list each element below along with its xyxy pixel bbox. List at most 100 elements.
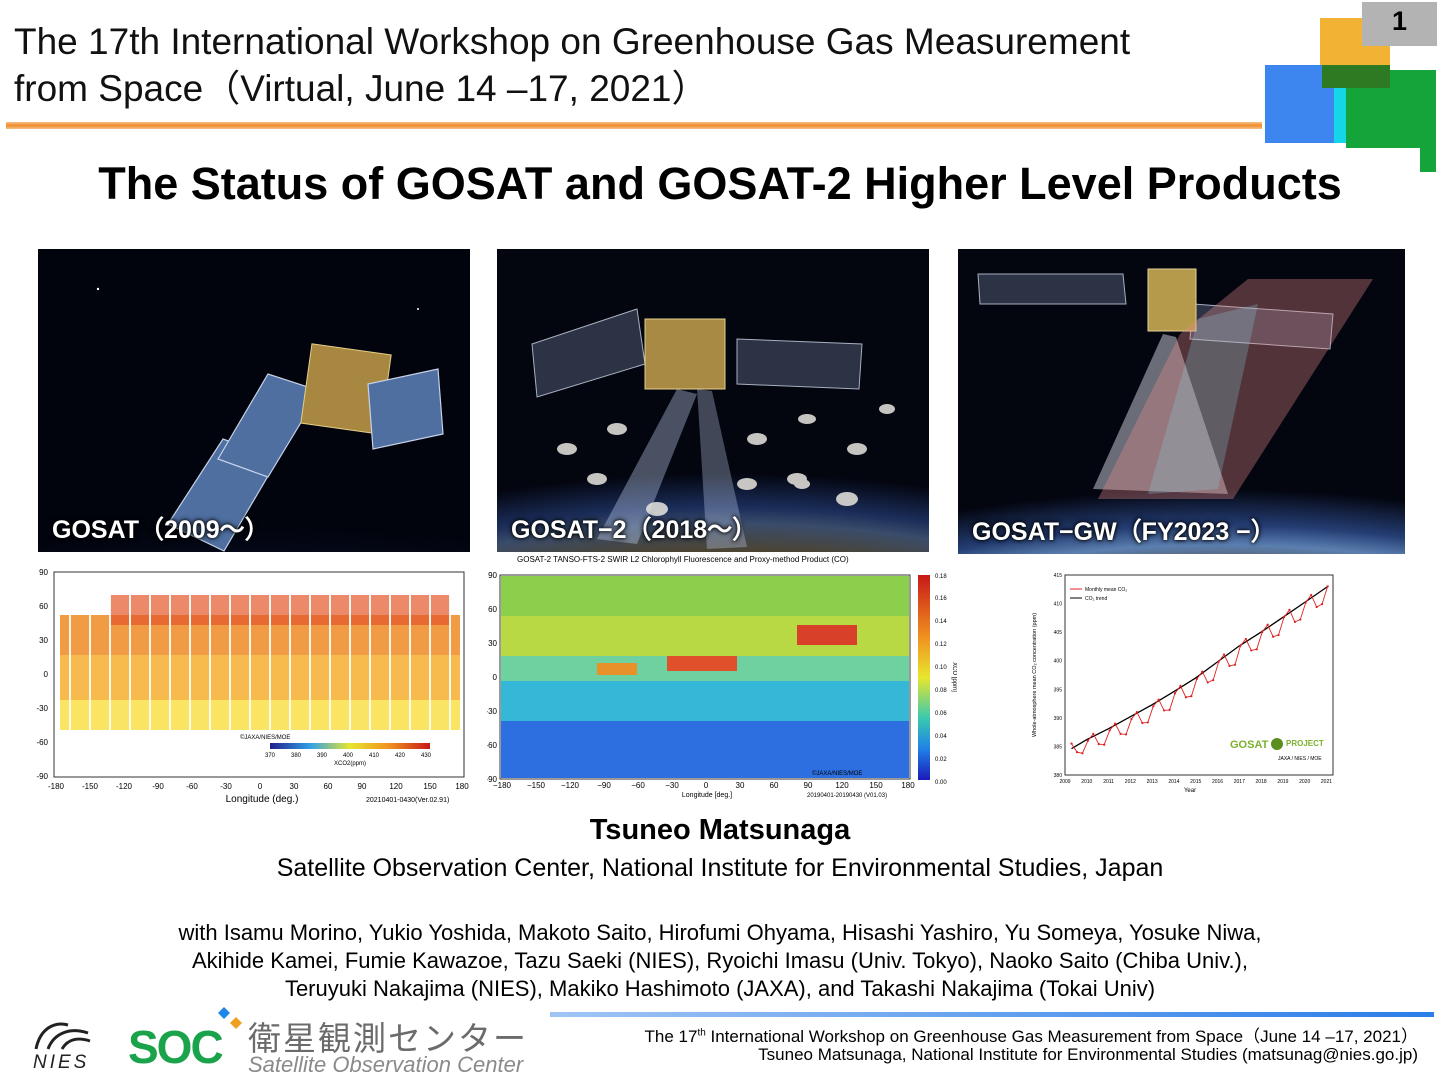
y-tick: 30	[488, 639, 497, 648]
x-tick: 60	[324, 782, 333, 791]
y-tick: -90	[36, 772, 48, 781]
data-point-monthly-co2	[1081, 752, 1084, 755]
data-point-monthly-co2	[1228, 664, 1231, 667]
header-title-line-1: The 17th International Workshop on Green…	[14, 21, 1131, 62]
data-point-monthly-co2	[1304, 601, 1307, 604]
xco2-colorbar	[270, 743, 430, 749]
data-point-monthly-co2	[1222, 653, 1226, 656]
colorbar-tick: 400	[343, 753, 354, 759]
deco-square-green-tail	[1420, 148, 1436, 172]
data-point-monthly-co2	[1179, 684, 1182, 687]
data-point-monthly-co2	[1299, 618, 1302, 621]
x-tick: -150	[82, 782, 99, 791]
footer-line1-post: International Workshop on Greenhouse Gas…	[705, 1027, 1419, 1046]
data-point-monthly-co2	[1097, 743, 1100, 746]
xco-map-period: 20190401-20190430 (V01.03)	[807, 793, 887, 799]
y-tick: 405	[1054, 630, 1063, 636]
x-tick: 120	[835, 781, 849, 790]
collaborators-line-2: Akihide Kamei, Fumie Kawazoe, Tazu Saeki…	[192, 948, 1248, 973]
data-point-monthly-co2	[1070, 742, 1073, 745]
x-tick: 2020	[1299, 779, 1310, 785]
xco-colorbar-ticks: 0.18 0.16 0.14 0.12 0.10 0.08 0.06 0.04 …	[935, 574, 947, 786]
co2-chart-frame	[1064, 574, 1334, 776]
nies-logo-text: NIES	[33, 1052, 90, 1073]
page-number: 1	[1391, 6, 1408, 36]
xco-map-field	[501, 576, 909, 778]
x-tick: -30	[220, 782, 232, 791]
data-point-monthly-co2	[1103, 743, 1106, 746]
colorbar-tick: 390	[317, 753, 328, 759]
x-tick: −90	[597, 781, 611, 790]
data-point-monthly-co2	[1255, 648, 1258, 651]
data-point-monthly-co2	[1135, 711, 1139, 714]
collaborators-line-3: Teruyuki Nakajima (NIES), Makiko Hashimo…	[284, 976, 1156, 1001]
gosat-satellite-image: GOSAT（2009～）	[38, 249, 470, 552]
xco2-map-y-ticks: 90 60 30 0 -30 -60 -90	[36, 568, 48, 781]
y-tick: 60	[488, 605, 497, 614]
co2-series-group	[1070, 585, 1329, 755]
gosat-logo-credit: JAXA / NIES / MOE	[1278, 756, 1322, 762]
x-tick: 30	[290, 782, 299, 791]
data-point-monthly-co2	[1212, 679, 1215, 682]
data-point-monthly-co2	[1086, 739, 1089, 742]
colorbar-tick: 0.00	[935, 780, 947, 786]
author-affiliation: Satellite Observation Center, National I…	[276, 854, 1164, 882]
xco-map-credit: ©JAXA/NIES/MOE	[812, 770, 862, 777]
x-tick: 180	[901, 781, 915, 790]
page-number-box	[1362, 2, 1437, 46]
x-tick: −150	[527, 781, 546, 790]
soc-english-name: Satellite Observation Center	[248, 1052, 524, 1077]
author-name: Tsuneo Matsunaga	[589, 814, 851, 846]
x-tick: 2014	[1168, 779, 1179, 785]
footer-line1-pre: The 17	[644, 1027, 698, 1046]
gosat-caption: GOSAT（2009～）	[52, 516, 270, 544]
data-point-monthly-co2	[1233, 663, 1237, 666]
data-point-monthly-co2	[1206, 681, 1209, 684]
data-point-monthly-co2	[1250, 649, 1253, 652]
xco2-map-swaths	[60, 595, 460, 735]
gosat-gw-satellite-illustration	[977, 268, 1373, 499]
data-point-monthly-co2	[1168, 708, 1171, 711]
xco-map-y-ticks: 90 60 30 0 -30 -60 -90	[487, 571, 498, 784]
data-point-monthly-co2	[1173, 692, 1177, 695]
data-point-monthly-co2	[1261, 631, 1264, 634]
colorbar-tick: 0.12	[935, 642, 947, 648]
xco2-map-credit: ©JAXA/NIES/MOE	[240, 734, 290, 741]
xco2-map-period: 20210401-0430(Ver.02.91)	[366, 797, 449, 804]
legend-label-trend: CO₂ trend	[1085, 596, 1107, 602]
x-tick: 150	[869, 781, 883, 790]
gosat-logo-mark	[1271, 738, 1283, 750]
data-point-monthly-co2	[1114, 722, 1117, 725]
colorbar-tick: 0.04	[935, 734, 947, 740]
x-tick: −60	[631, 781, 645, 790]
x-tick: 2015	[1190, 779, 1201, 785]
x-tick: −180	[493, 781, 512, 790]
y-tick: 30	[39, 636, 48, 645]
xco-map-title: GOSAT-2 TANSO-FTS-2 SWIR L2 Chlorophyll …	[517, 555, 849, 564]
y-tick: 395	[1054, 687, 1063, 693]
x-tick: 90	[804, 781, 813, 790]
x-tick: 180	[455, 782, 469, 791]
gosat-2-satellite-illustration	[531, 308, 895, 549]
x-tick: −30	[665, 781, 679, 790]
colorbar-tick: 0.16	[935, 596, 947, 602]
data-point-monthly-co2	[1075, 751, 1079, 754]
colorbar-tick: 430	[421, 753, 432, 759]
colorbar-tick: 0.18	[935, 574, 947, 580]
co2-y-ticks: 380 385 390 395 400 405 410 415	[1054, 573, 1063, 779]
x-tick: 0	[704, 781, 709, 790]
x-tick: -120	[116, 782, 133, 791]
footer-rule	[550, 1012, 1434, 1017]
y-tick: 90	[488, 571, 497, 580]
y-tick: -30	[487, 707, 498, 716]
gosat-gw-caption: GOSAT−GW（FY2023 −）	[972, 518, 1276, 546]
xco2-colorbar-ticks: 370 380 390 400 410 420 430	[265, 753, 432, 759]
footer-line1-sup: th	[697, 1027, 706, 1039]
x-tick: 2010	[1081, 779, 1092, 785]
x-tick: -180	[48, 782, 65, 791]
xco2-map-xlabel: Longitude (deg.)	[226, 794, 299, 805]
data-point-monthly-co2	[1108, 729, 1111, 732]
x-tick: 30	[736, 781, 745, 790]
colorbar-tick: 410	[369, 753, 380, 759]
soc-logo-diamonds-icon	[218, 1007, 242, 1029]
